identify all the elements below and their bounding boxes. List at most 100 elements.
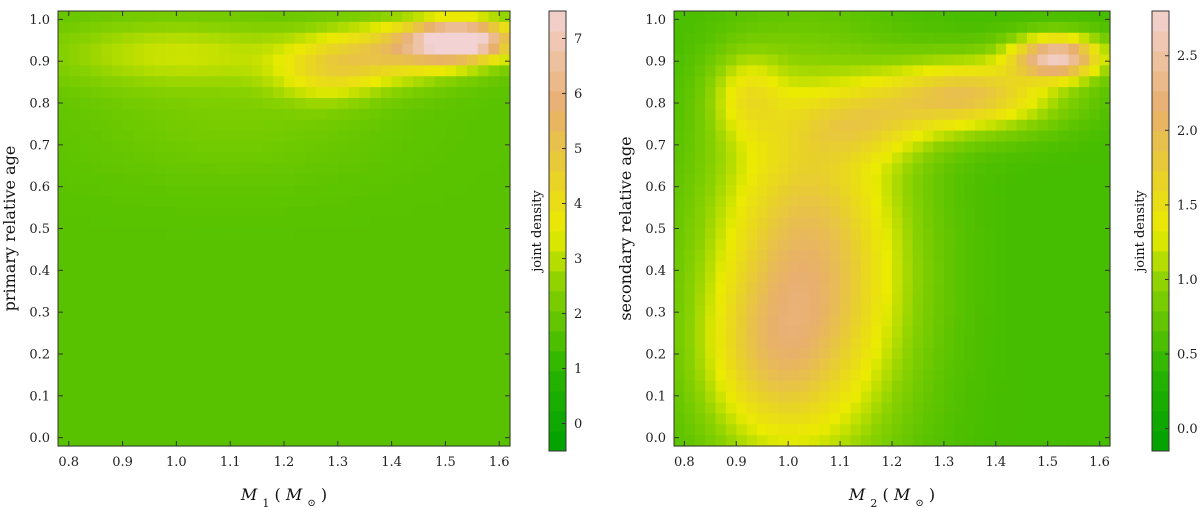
heatmap-cell	[923, 293, 935, 306]
heatmap-cell	[111, 217, 124, 230]
heatmap-cell	[434, 174, 447, 186]
heatmap-cell	[187, 141, 199, 153]
heatmap-cell	[1068, 391, 1080, 404]
heatmap-cell	[144, 380, 156, 393]
heatmap-cell	[380, 43, 393, 56]
colorbar-segment	[1152, 411, 1169, 432]
heatmap-cell	[715, 304, 727, 317]
heatmap-cell	[902, 413, 914, 425]
heatmap-cell	[445, 76, 457, 88]
heatmap-cell	[208, 304, 221, 317]
heatmap-cell	[251, 304, 264, 317]
heatmap-cell	[1016, 359, 1028, 371]
heatmap-cell	[1068, 65, 1080, 77]
heatmap-cell	[912, 272, 924, 284]
heatmap-cell	[79, 369, 91, 382]
heatmap-cell	[684, 261, 696, 273]
heatmap-cell	[912, 98, 924, 110]
heatmap-cell	[1068, 435, 1080, 447]
heatmap-cell	[674, 293, 685, 306]
heatmap-cell	[912, 54, 924, 66]
heatmap-cell	[975, 359, 987, 371]
heatmap-cell	[1068, 239, 1080, 251]
heatmap-cell	[757, 337, 769, 349]
x-tick-label: 1.5	[1037, 455, 1058, 470]
heatmap-cell	[694, 424, 706, 436]
heatmap-cell	[434, 141, 447, 153]
heatmap-cell	[197, 261, 210, 273]
heatmap-cell	[1047, 239, 1059, 251]
heatmap-cell	[850, 152, 862, 164]
heatmap-cell	[860, 369, 872, 382]
heatmap-cell	[230, 261, 242, 273]
heatmap-cell	[240, 217, 253, 230]
heatmap-cell	[715, 348, 727, 360]
heatmap-cell	[725, 119, 737, 132]
heatmap-cell	[881, 261, 893, 273]
heatmap-cell	[933, 282, 945, 295]
heatmap-cell	[240, 32, 253, 45]
heatmap-cell	[1068, 141, 1080, 153]
heatmap-cell	[674, 195, 685, 208]
heatmap-cell	[337, 141, 350, 153]
heatmap-cell	[402, 293, 414, 306]
heatmap-cell	[58, 54, 70, 66]
heatmap-cell	[995, 21, 1007, 34]
heatmap-cell	[488, 380, 500, 393]
heatmap-cell	[892, 413, 903, 425]
y-tick-label: 0.7	[645, 138, 666, 153]
heatmap-cell	[273, 348, 285, 360]
heatmap-cell	[725, 217, 737, 230]
heatmap-cell	[1089, 391, 1101, 404]
heatmap-cell	[230, 348, 242, 360]
heatmap-cell	[694, 435, 706, 447]
heatmap-cell	[111, 250, 124, 262]
heatmap-cell	[68, 293, 81, 306]
heatmap-cell	[819, 304, 831, 317]
heatmap-cell	[348, 272, 360, 284]
heatmap-cell	[1058, 130, 1070, 143]
heatmap-cell	[251, 369, 264, 382]
colorbar-segment	[1152, 131, 1169, 152]
heatmap-cell	[975, 76, 987, 88]
heatmap-cell	[154, 65, 167, 77]
heatmap-cell	[964, 98, 976, 110]
heatmap-cell	[850, 348, 862, 360]
heatmap-cell	[954, 337, 966, 349]
heatmap-cell	[176, 54, 188, 66]
heatmap-cell	[902, 228, 914, 240]
heatmap-cell	[746, 195, 758, 208]
heatmap-cell	[1047, 293, 1059, 306]
heatmap-cell	[788, 98, 800, 110]
heatmap-cell	[829, 261, 841, 273]
heatmap-cell	[466, 261, 479, 273]
heatmap-cell	[165, 141, 177, 153]
colorbar-label: joint density	[1133, 190, 1148, 274]
heatmap-cell	[1037, 402, 1049, 414]
heatmap-cell	[370, 76, 382, 88]
heatmap-cell	[1026, 32, 1038, 45]
heatmap-cell	[902, 98, 914, 110]
heatmap-cell	[337, 369, 350, 382]
heatmap-cell	[725, 380, 737, 393]
heatmap-cell	[1078, 261, 1090, 273]
heatmap-cell	[1026, 130, 1038, 143]
heatmap-cell	[1078, 391, 1090, 404]
heatmap-cell	[902, 119, 914, 132]
heatmap-cell	[933, 348, 945, 360]
heatmap-cell	[327, 402, 339, 414]
heatmap-cell	[829, 11, 841, 23]
heatmap-cell	[316, 54, 328, 66]
heatmap-cell	[725, 435, 737, 447]
heatmap-cell	[1026, 315, 1038, 327]
heatmap-cell	[923, 65, 935, 77]
heatmap-cell	[964, 315, 976, 327]
heatmap-cell	[757, 21, 769, 34]
heatmap-cell	[337, 76, 350, 88]
heatmap-cell	[133, 304, 145, 317]
heatmap-cell	[1016, 326, 1028, 338]
heatmap-cell	[1006, 108, 1018, 121]
heatmap-cell	[892, 402, 903, 414]
heatmap-cell	[305, 228, 317, 240]
heatmap-cell	[777, 228, 789, 240]
